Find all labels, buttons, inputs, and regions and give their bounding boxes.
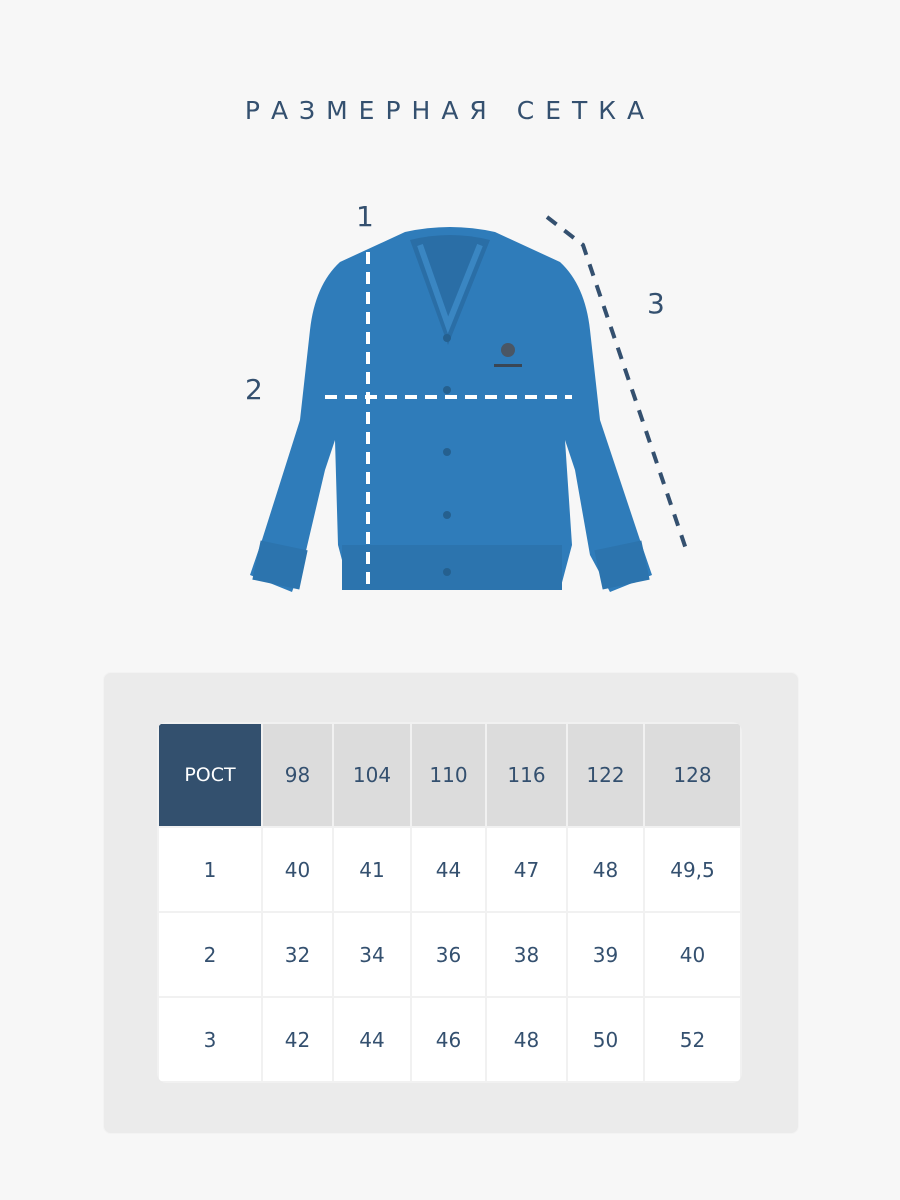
cell: 46: [412, 998, 485, 1081]
header-size: 122: [568, 724, 643, 826]
cell: 48: [487, 998, 566, 1081]
measure-label-3: 3: [647, 287, 665, 320]
header-corner: РОСТ: [159, 724, 261, 826]
row-label: 1: [159, 828, 261, 911]
cell: 44: [334, 998, 410, 1081]
cardigan-illustration: [250, 215, 690, 592]
measure-label-2: 2: [245, 373, 263, 406]
cell: 49,5: [645, 828, 740, 911]
header-size: 116: [487, 724, 566, 826]
table-row: 1 40 41 44 47 48 49,5: [159, 828, 740, 911]
page-title: РАЗМЕРНАЯ СЕТКА: [244, 96, 656, 125]
table-row: 2 32 34 36 38 39 40: [159, 913, 740, 996]
header-size: 98: [263, 724, 332, 826]
header-size: 110: [412, 724, 485, 826]
cardigan-image: [250, 227, 652, 592]
cell: 48: [568, 828, 643, 911]
header-size: 128: [645, 724, 740, 826]
cell: 42: [263, 998, 332, 1081]
cell: 47: [487, 828, 566, 911]
cell: 40: [645, 913, 740, 996]
cell: 39: [568, 913, 643, 996]
cell: 50: [568, 998, 643, 1081]
header-size: 104: [334, 724, 410, 826]
cell: 36: [412, 913, 485, 996]
cell: 32: [263, 913, 332, 996]
measure-label-1: 1: [356, 200, 374, 233]
cell: 34: [334, 913, 410, 996]
table-row: 3 42 44 46 48 50 52: [159, 998, 740, 1081]
cell: 41: [334, 828, 410, 911]
logo-emblem: [494, 343, 522, 367]
row-label: 2: [159, 913, 261, 996]
cell: 38: [487, 913, 566, 996]
cell: 40: [263, 828, 332, 911]
measure-line-3: [545, 215, 690, 556]
size-table: РОСТ 98 104 110 116 122 128 1 40 41 44 4…: [157, 722, 742, 1083]
row-label: 3: [159, 998, 261, 1081]
cell: 44: [412, 828, 485, 911]
cell: 52: [645, 998, 740, 1081]
table-header-row: РОСТ 98 104 110 116 122 128: [159, 724, 740, 826]
